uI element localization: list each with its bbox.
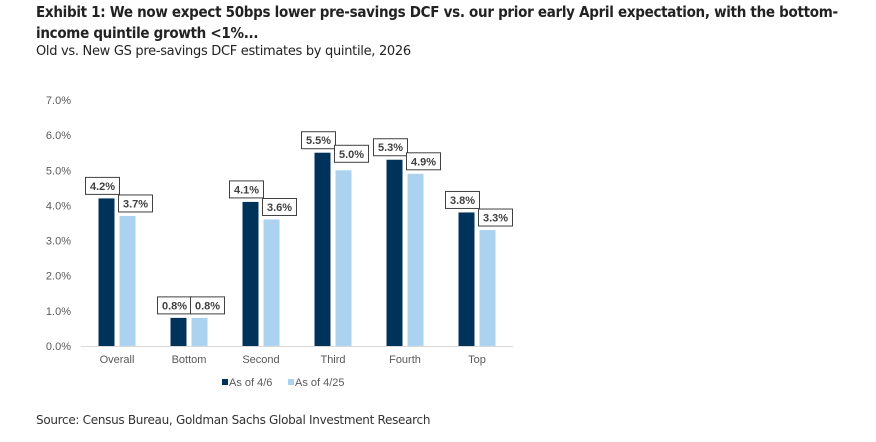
data-label-box	[190, 296, 225, 315]
y-tick-label: 1.0%	[46, 306, 71, 318]
data-label: 4.9%	[411, 156, 436, 168]
bar-bottom-1	[170, 317, 187, 346]
x-tick-label: Second	[242, 354, 279, 366]
data-label: 3.6%	[267, 202, 292, 214]
y-tick-label: 3.0%	[46, 236, 71, 248]
y-tick-label: 2.0%	[46, 271, 71, 283]
y-tick-label: 6.0%	[46, 130, 71, 142]
bar-second-2	[263, 219, 280, 346]
y-tick-label: 4.0%	[46, 200, 71, 212]
y-tick-label: 7.0%	[46, 95, 71, 107]
legend-label: As of 4/6	[229, 377, 272, 389]
data-label: 5.0%	[339, 149, 364, 161]
x-tick-label: Overall	[100, 354, 135, 366]
x-tick-label: Bottom	[172, 354, 207, 366]
data-label-box	[301, 131, 336, 150]
source-note: Source: Census Bureau, Goldman Sachs Glo…	[36, 413, 431, 427]
bar-second-1	[242, 201, 259, 346]
legend-swatch	[288, 379, 294, 385]
bar-top-2	[479, 230, 496, 346]
data-label-box	[373, 138, 408, 157]
bar-fourth-1	[386, 159, 403, 346]
data-label: 4.2%	[90, 181, 115, 193]
data-label-box	[262, 197, 297, 216]
data-label-box	[445, 190, 480, 209]
data-label-box	[478, 208, 513, 227]
data-label: 3.3%	[483, 213, 508, 225]
legend-swatch	[222, 379, 228, 385]
bar-top-1	[458, 212, 475, 346]
x-tick-label: Third	[320, 354, 345, 366]
bar-chart: 0.0% 1.0% 2.0% 3.0% 4.0% 5.0% 6.0% 7.0% Overall 4…	[46, 95, 513, 389]
data-label: 0.8%	[195, 300, 220, 312]
bar-bottom-2	[191, 317, 208, 346]
bar-fourth-2	[407, 173, 424, 346]
legend-label: As of 4/25	[295, 377, 345, 389]
data-label: 5.3%	[378, 142, 403, 154]
bar-overall-2	[119, 215, 136, 346]
data-label-box	[118, 194, 153, 213]
data-label: 3.7%	[123, 198, 148, 210]
y-tick-label: 0.0%	[46, 341, 71, 353]
bar-third-1	[314, 152, 331, 346]
bar-third-2	[335, 170, 352, 346]
data-label: 5.5%	[306, 135, 331, 147]
data-label-box	[229, 180, 264, 199]
chart-subtitle: Old vs. New GS pre-savings DCF estimates…	[36, 44, 411, 59]
data-label: 3.8%	[450, 195, 475, 207]
bar-overall-1	[98, 198, 115, 346]
y-tick-label: 5.0%	[46, 165, 71, 177]
exhibit-title: Exhibit 1: We now expect 50bps lower pre…	[36, 3, 838, 42]
x-tick-label: Fourth	[389, 354, 421, 366]
data-label-box	[334, 144, 369, 163]
data-label-box	[406, 152, 441, 171]
data-label-box	[85, 176, 120, 195]
x-tick-label: Top	[468, 354, 486, 366]
data-label: 0.8%	[162, 300, 187, 312]
data-label: 4.1%	[234, 184, 259, 196]
